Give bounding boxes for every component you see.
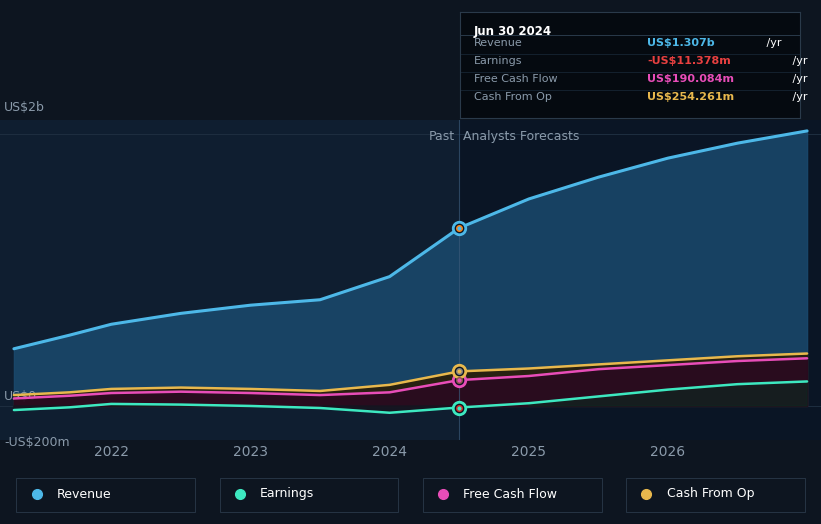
FancyBboxPatch shape	[16, 478, 195, 512]
Text: Revenue: Revenue	[474, 38, 522, 48]
Text: Free Cash Flow: Free Cash Flow	[463, 487, 557, 500]
Text: US$0: US$0	[4, 390, 37, 403]
Text: Free Cash Flow: Free Cash Flow	[474, 74, 557, 84]
Text: Revenue: Revenue	[57, 487, 112, 500]
Text: US$254.261m: US$254.261m	[647, 92, 734, 102]
FancyBboxPatch shape	[219, 478, 398, 512]
Text: /yr: /yr	[764, 38, 782, 48]
Text: /yr: /yr	[789, 74, 808, 84]
Text: US$2b: US$2b	[4, 101, 45, 114]
Text: Earnings: Earnings	[260, 487, 314, 500]
FancyBboxPatch shape	[626, 478, 805, 512]
Text: Analysts Forecasts: Analysts Forecasts	[463, 129, 580, 143]
Bar	[0, 120, 459, 440]
Text: US$1.307b: US$1.307b	[647, 38, 714, 48]
Text: /yr: /yr	[789, 56, 808, 66]
Text: Earnings: Earnings	[474, 56, 522, 66]
Text: Cash From Op: Cash From Op	[667, 487, 754, 500]
Bar	[459, 120, 821, 440]
Text: -US$11.378m: -US$11.378m	[647, 56, 731, 66]
Text: /yr: /yr	[789, 92, 808, 102]
Text: US$190.084m: US$190.084m	[647, 74, 734, 84]
FancyBboxPatch shape	[423, 478, 602, 512]
Text: Jun 30 2024: Jun 30 2024	[474, 25, 552, 38]
Text: -US$200m: -US$200m	[4, 436, 70, 450]
Text: Past: Past	[429, 129, 455, 143]
Text: Cash From Op: Cash From Op	[474, 92, 552, 102]
